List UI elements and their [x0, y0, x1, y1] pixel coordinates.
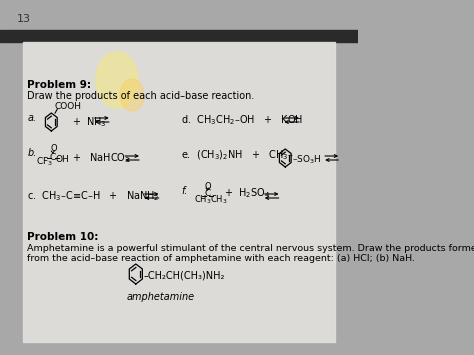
Text: from the acid–base reaction of amphetamine with each reagent: (a) HCl; (b) NaH.: from the acid–base reaction of amphetami… [27, 254, 415, 263]
Text: +   NaHCO$_3$: + NaHCO$_3$ [72, 151, 130, 165]
Bar [23, 42, 335, 342]
Text: Draw the products of each acid–base reaction.: Draw the products of each acid–base reac… [27, 91, 255, 101]
Text: Problem 9:: Problem 9: [27, 80, 91, 90]
Text: Amphetamine is a powerful stimulant of the central nervous system. Draw the prod: Amphetamine is a powerful stimulant of t… [27, 244, 474, 253]
Text: a.: a. [27, 113, 36, 123]
Bar [0, 30, 358, 42]
Text: CF$_3$: CF$_3$ [36, 155, 53, 168]
Text: c.  CH$_3$–C≡C–H   +   NaNH$_2$: c. CH$_3$–C≡C–H + NaNH$_2$ [27, 189, 160, 203]
Text: COOH: COOH [55, 102, 82, 111]
Text: O: O [50, 144, 57, 153]
Text: CH$_3$: CH$_3$ [210, 193, 228, 206]
Text: O: O [204, 182, 211, 191]
Text: f.: f. [181, 186, 188, 196]
Text: –SO$_3$H: –SO$_3$H [292, 154, 321, 166]
Text: d.  CH$_3$CH$_2$–OH   +   KOH: d. CH$_3$CH$_2$–OH + KOH [181, 113, 303, 127]
Text: Problem 10:: Problem 10: [27, 232, 99, 242]
Text: C: C [204, 189, 210, 198]
Text: +  H$_2$SO$_4$: + H$_2$SO$_4$ [224, 186, 271, 200]
Circle shape [120, 79, 144, 111]
Text: +  NH$_3$: + NH$_3$ [72, 115, 106, 129]
Text: CH$_3$: CH$_3$ [194, 193, 211, 206]
Text: e.  (CH$_3$)$_2$NH   +   CH$_3$–: e. (CH$_3$)$_2$NH + CH$_3$– [181, 148, 294, 162]
Text: OH: OH [56, 155, 70, 164]
Text: b.: b. [27, 148, 36, 158]
Text: 13: 13 [17, 14, 31, 24]
Circle shape [96, 52, 138, 108]
Text: –CH₂CH(CH₃)NH₂: –CH₂CH(CH₃)NH₂ [143, 270, 225, 280]
Text: C: C [50, 153, 56, 162]
Text: amphetamine: amphetamine [127, 292, 195, 302]
